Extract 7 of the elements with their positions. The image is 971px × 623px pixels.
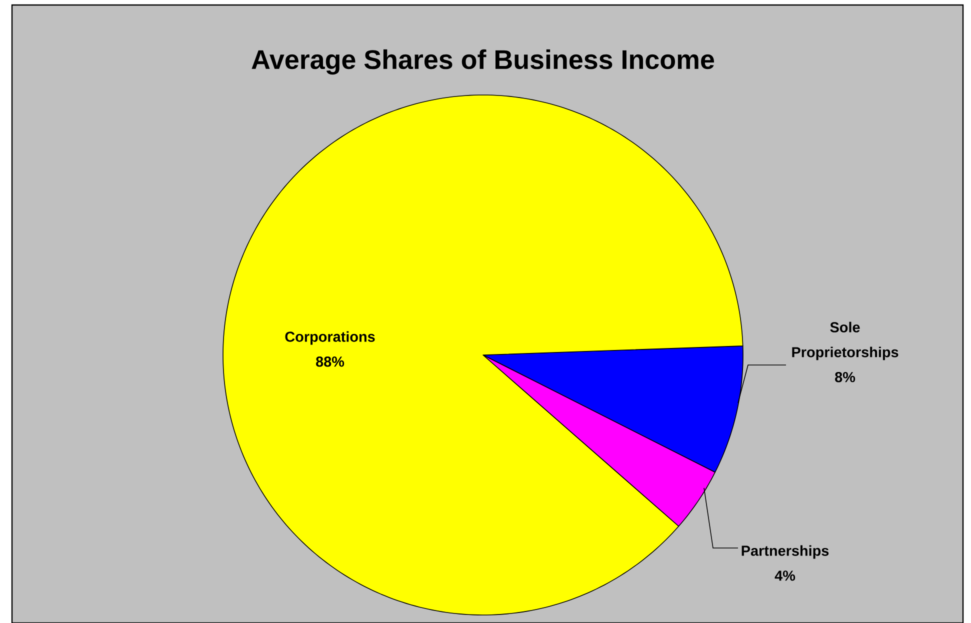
data-label: 8% bbox=[835, 372, 856, 382]
slice-label: Corporations bbox=[285, 331, 375, 345]
data-label: 4% bbox=[774, 570, 796, 581]
slice-label: Partnerships bbox=[742, 545, 829, 559]
data-label: 88% bbox=[316, 356, 344, 367]
slice-label: Sole Proprietorships bbox=[792, 322, 898, 360]
chart-title: Average Shares of Business Income bbox=[252, 49, 714, 75]
